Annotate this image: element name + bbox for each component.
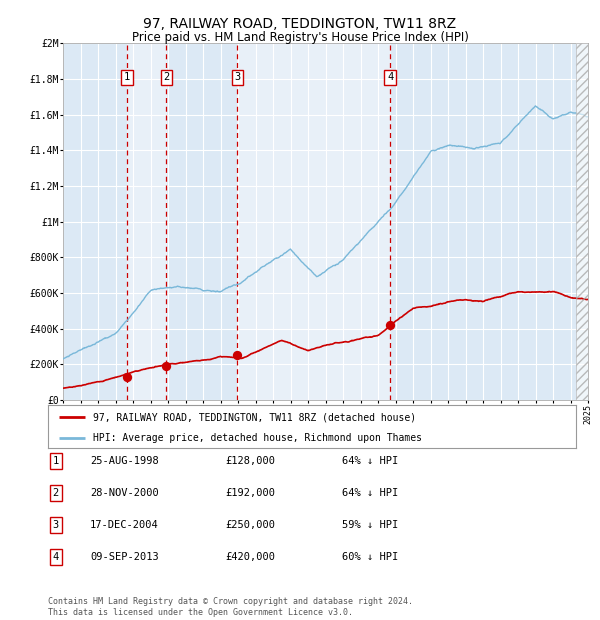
Text: 1: 1 bbox=[53, 456, 59, 466]
Text: 4: 4 bbox=[53, 552, 59, 562]
Bar bbox=[576, 43, 588, 400]
Text: 2: 2 bbox=[163, 73, 170, 82]
Text: £192,000: £192,000 bbox=[225, 488, 275, 498]
Text: 64% ↓ HPI: 64% ↓ HPI bbox=[342, 488, 398, 498]
Text: 4: 4 bbox=[387, 73, 393, 82]
Text: 60% ↓ HPI: 60% ↓ HPI bbox=[342, 552, 398, 562]
Text: 28-NOV-2000: 28-NOV-2000 bbox=[90, 488, 159, 498]
Bar bbox=[576, 43, 588, 400]
Bar bbox=[127, 43, 166, 400]
Point bbox=[233, 350, 242, 360]
Text: 64% ↓ HPI: 64% ↓ HPI bbox=[342, 456, 398, 466]
Text: Contains HM Land Registry data © Crown copyright and database right 2024.
This d: Contains HM Land Registry data © Crown c… bbox=[48, 598, 413, 617]
Text: 09-SEP-2013: 09-SEP-2013 bbox=[90, 552, 159, 562]
Text: 3: 3 bbox=[53, 520, 59, 530]
Point bbox=[161, 361, 171, 371]
Text: 1: 1 bbox=[124, 73, 130, 82]
Text: 25-AUG-1998: 25-AUG-1998 bbox=[90, 456, 159, 466]
Point bbox=[385, 320, 395, 330]
Point bbox=[122, 372, 131, 382]
Bar bbox=[238, 43, 390, 400]
Text: Price paid vs. HM Land Registry's House Price Index (HPI): Price paid vs. HM Land Registry's House … bbox=[131, 31, 469, 44]
Text: 3: 3 bbox=[234, 73, 241, 82]
Text: 17-DEC-2004: 17-DEC-2004 bbox=[90, 520, 159, 530]
Text: 97, RAILWAY ROAD, TEDDINGTON, TW11 8RZ: 97, RAILWAY ROAD, TEDDINGTON, TW11 8RZ bbox=[143, 17, 457, 32]
Text: HPI: Average price, detached house, Richmond upon Thames: HPI: Average price, detached house, Rich… bbox=[93, 433, 422, 443]
Text: £128,000: £128,000 bbox=[225, 456, 275, 466]
Text: £250,000: £250,000 bbox=[225, 520, 275, 530]
Text: 2: 2 bbox=[53, 488, 59, 498]
Text: 97, RAILWAY ROAD, TEDDINGTON, TW11 8RZ (detached house): 97, RAILWAY ROAD, TEDDINGTON, TW11 8RZ (… bbox=[93, 412, 416, 422]
Text: 59% ↓ HPI: 59% ↓ HPI bbox=[342, 520, 398, 530]
Bar bbox=[576, 43, 588, 400]
Text: £420,000: £420,000 bbox=[225, 552, 275, 562]
